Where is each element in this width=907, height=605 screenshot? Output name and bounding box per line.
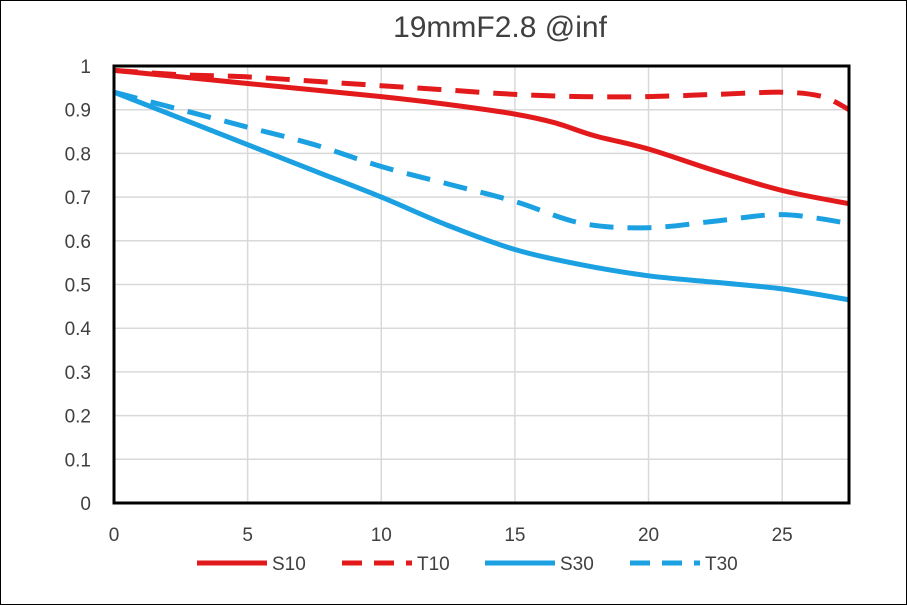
x-tick-label: 15 xyxy=(504,525,525,546)
x-tick-label: 0 xyxy=(109,525,120,546)
y-tick-label: 0.9 xyxy=(65,101,91,122)
y-tick-label: 0.7 xyxy=(65,188,91,209)
plot-area-border xyxy=(112,64,851,505)
series-lines xyxy=(114,67,849,303)
x-axis-ticks: 0 5 10 15 20 25 xyxy=(109,525,793,546)
legend-label-s30: S30 xyxy=(560,554,594,575)
y-axis-ticks: 0 0.1 0.2 0.3 0.4 0.5 0.6 0.7 0.8 0.9 1 xyxy=(65,57,92,515)
series-line-t10 xyxy=(114,67,849,112)
y-tick-label: 0.8 xyxy=(65,144,91,165)
series-line-s10 xyxy=(114,67,849,207)
y-tick-label: 0.6 xyxy=(65,232,91,253)
y-tick-label: 0.3 xyxy=(65,363,91,384)
legend-label-t10: T10 xyxy=(417,554,450,575)
series-line-s30 xyxy=(114,89,849,303)
y-tick-label: 0.1 xyxy=(65,450,91,471)
y-tick-label: 0.4 xyxy=(65,319,92,340)
x-tick-label: 25 xyxy=(772,525,793,546)
x-tick-label: 10 xyxy=(371,525,392,546)
chart-title: 19mmF2.8 @inf xyxy=(393,11,608,44)
x-tick-label: 20 xyxy=(638,525,659,546)
y-tick-label: 0.5 xyxy=(65,276,91,297)
y-tick-label: 0.2 xyxy=(65,407,91,428)
y-tick-label: 1 xyxy=(80,57,91,78)
legend-label-t30: T30 xyxy=(705,554,738,575)
legend: S10 T10 S30 T30 xyxy=(197,554,738,575)
x-tick-label: 5 xyxy=(242,525,253,546)
legend-label-s10: S10 xyxy=(272,554,306,575)
y-tick-label: 0 xyxy=(80,494,91,515)
series-line-t30 xyxy=(114,89,849,231)
